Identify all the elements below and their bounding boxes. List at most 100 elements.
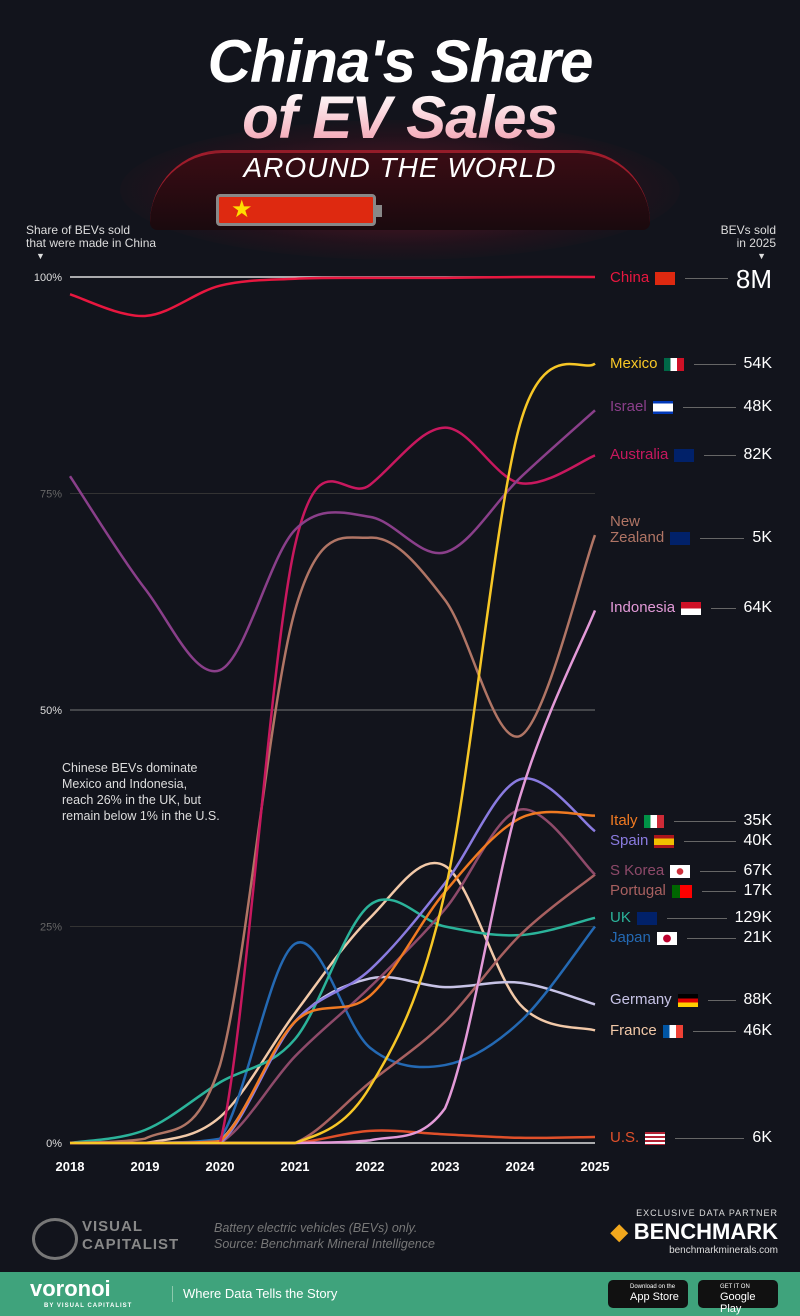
connector-line [700, 538, 745, 539]
series-label-il: Israel [610, 399, 673, 415]
series-label-pt: Portugal [610, 883, 692, 899]
id-flag-icon [681, 601, 702, 615]
series-label-nz: New Zealand [610, 514, 691, 546]
y-tick-label: 50% [40, 705, 62, 717]
connector-line [711, 608, 736, 609]
series-name: U.S. [610, 1129, 640, 1146]
nz-flag-icon [670, 531, 691, 545]
x-tick-label: 2018 [56, 1159, 85, 1174]
series-line-s-korea [70, 808, 596, 1145]
series-name-line: Zealand [610, 529, 665, 546]
bevs-sold-value: 40K [743, 832, 772, 849]
source-note: Battery electric vehicles (BEVs) only. So… [214, 1221, 435, 1251]
series-label-id: Indonesia [610, 599, 702, 616]
series-label-au: Australia [610, 446, 695, 463]
y-tick-label: 75% [40, 489, 62, 501]
us-flag-icon [645, 1131, 666, 1145]
connector-line [673, 821, 736, 822]
x-tick-label: 2025 [581, 1159, 610, 1174]
connector-line [684, 841, 736, 842]
series-name: Mexico [610, 355, 658, 372]
it-flag-icon [643, 814, 664, 828]
x-tick-label: 2024 [506, 1159, 536, 1174]
bevs-sold-value: 35K [743, 812, 772, 829]
series-name: Israel [610, 398, 647, 415]
annotation: Chinese BEVs dominate Mexico and Indonesi… [62, 761, 220, 823]
x-tick-label: 2021 [281, 1159, 310, 1174]
series-name: China [610, 269, 650, 286]
series-line-france [70, 861, 596, 1145]
series-name: Italy [610, 812, 638, 829]
series-name: France [610, 1022, 657, 1039]
series-name: Portugal [610, 882, 666, 899]
bevs-sold-value: 6K [752, 1129, 772, 1146]
voronoi-logo[interactable]: voronoi BY VISUAL CAPITALIST [30, 1276, 133, 1309]
connector-line [685, 278, 728, 279]
chart-subtitle: AROUND THE WORLD [243, 152, 557, 183]
visual-capitalist-logo: VISUAL CAPITALIST [32, 1218, 204, 1260]
google-play-button[interactable]: GET IT ON Google Play [698, 1280, 778, 1315]
jp-flag-icon [656, 931, 677, 945]
fr-flag-icon [662, 1024, 683, 1038]
connector-line [692, 1031, 736, 1032]
cn-flag-icon [655, 271, 676, 285]
y-tick-label: 100% [34, 272, 62, 284]
x-tick-label: 2022 [356, 1159, 385, 1174]
x-tick-label: 2023 [431, 1159, 460, 1174]
bevs-sold-value: 8M [735, 264, 772, 294]
x-tick-label: 2020 [206, 1159, 235, 1174]
bevs-sold-value: 82K [743, 446, 772, 463]
connector-line [700, 871, 736, 872]
series-line-mexico [70, 362, 596, 1145]
series-line-new-zealand [69, 534, 597, 1145]
pt-flag-icon [671, 884, 692, 898]
bevs-sold-value: 21K [743, 929, 772, 946]
series-name-line: New [610, 513, 641, 530]
chart-title: China's Share of EV Sales [0, 32, 800, 148]
series-label-uk: UK [610, 910, 657, 926]
x-tick-label: 2019 [131, 1159, 160, 1174]
y-tick-label: 25% [40, 922, 62, 934]
series-name: Germany [610, 991, 672, 1008]
series-label-es: Spain [610, 833, 675, 849]
connector-line [682, 407, 736, 408]
bevs-sold-value: 67K [743, 862, 772, 879]
series-name: S Korea [610, 862, 665, 879]
au-flag-icon [674, 448, 695, 462]
series-line-china [69, 275, 596, 318]
uk-flag-icon [636, 911, 657, 925]
series-name: UK [610, 909, 631, 926]
bevs-sold-value: 88K [743, 991, 772, 1008]
bevs-sold-value: 54K [743, 355, 772, 372]
bevs-sold-value: 129K [734, 909, 772, 926]
connector-line [707, 1000, 736, 1001]
series-name: Indonesia [610, 599, 676, 616]
left-axis-note: Share of BEVs sold that were made in Chin… [26, 223, 157, 261]
connector-line [704, 455, 736, 456]
de-flag-icon [677, 993, 698, 1007]
series-line-japan [70, 925, 596, 1145]
benchmark-logo-icon: ◆ [610, 1219, 634, 1244]
bevs-sold-value: 17K [743, 882, 772, 899]
series-label-de: Germany [610, 992, 698, 1008]
series-name: Australia [610, 446, 669, 463]
series-label-it: Italy [610, 813, 664, 829]
series-label-cn: China [610, 269, 676, 286]
mx-flag-icon [663, 357, 684, 371]
series-label-fr: France [610, 1023, 683, 1039]
connector-line [666, 918, 727, 919]
benchmark-partner: EXCLUSIVE DATA PARTNER ◆ BENCHMARK bench… [610, 1208, 778, 1256]
series-label-us: U.S. [610, 1129, 666, 1146]
right-axis-note: BEVs sold in 2025 ▼ [720, 223, 776, 261]
series-name: Japan [610, 929, 651, 946]
bottom-bar: voronoi BY VISUAL CAPITALIST Where Data T… [0, 1272, 800, 1316]
series-line-italy [70, 810, 596, 1145]
il-flag-icon [652, 400, 673, 414]
bevs-sold-value: 46K [743, 1022, 772, 1039]
series-label-kr: S Korea [610, 862, 691, 879]
series-name: New Zealand [610, 514, 664, 546]
app-store-button[interactable]: Download on the App Store [608, 1280, 688, 1308]
series-line-indonesia [70, 609, 597, 1145]
y-tick-label: 0% [46, 1138, 62, 1150]
es-flag-icon [654, 834, 675, 848]
